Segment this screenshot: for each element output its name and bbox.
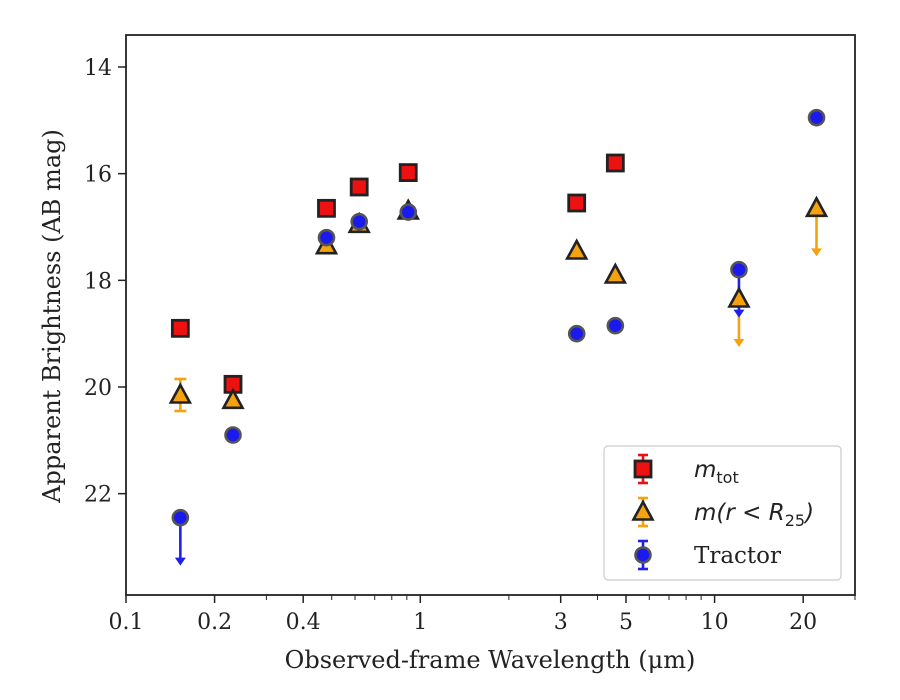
square-data-point [605, 153, 625, 173]
plot-area [168, 108, 829, 566]
legend-marker-triangle [631, 499, 655, 521]
upper-limit-arrowhead [733, 309, 745, 318]
triangle-data-point [727, 286, 751, 308]
y-tick-label: 22 [84, 483, 112, 508]
upper-limit-arrowhead [811, 248, 823, 257]
square-data-point [349, 177, 369, 197]
x-tick-label: 0.2 [197, 610, 232, 635]
x-tick-label: 0.4 [286, 610, 321, 635]
legend-box [603, 445, 842, 581]
square-data-point [170, 318, 190, 338]
y-tick-label: 14 [84, 56, 112, 81]
square-data-point [317, 198, 336, 218]
triangle-data-point [804, 195, 829, 218]
circle-data-point [171, 508, 190, 527]
triangle-data-point [603, 262, 628, 284]
y-axis-label: Apparent Brightness (AB mag) [38, 129, 66, 504]
y-tick-label: 18 [84, 269, 112, 294]
square-data-point [567, 193, 587, 213]
y-tick-label: 16 [84, 163, 112, 188]
circle-data-point [317, 228, 336, 247]
circle-data-point [730, 260, 748, 279]
triangle-data-point [565, 238, 589, 260]
triangle-data-point [221, 387, 245, 410]
circle-data-point [606, 316, 625, 335]
legend-label: Tractor [694, 543, 781, 569]
legend-label: m(r < R25) [694, 500, 814, 530]
x-tick-label: 3 [554, 610, 568, 635]
circle-data-point [224, 426, 242, 444]
upper-limit-arrowhead [733, 339, 745, 347]
square-data-point [398, 163, 418, 183]
circle-data-point [567, 324, 586, 343]
legend-label: mtot [694, 457, 739, 487]
triangle-data-point [168, 382, 193, 404]
x-tick-label: 10 [701, 610, 729, 635]
legend-marker-square [633, 459, 653, 479]
axes: 0.1 0.2 0.4 1 3 5 10 20 14 16 18 20 22 [84, 34, 856, 635]
circle-data-point [399, 203, 418, 221]
x-axis-label: Observed-frame Wavelength (μm) [285, 646, 696, 674]
x-tick-label: 1 [413, 610, 427, 635]
legend: mtot m(r < R25) Tractor [603, 445, 842, 581]
upper-limit-arrowhead [174, 557, 186, 566]
plot-frame [125, 34, 856, 596]
x-tick-label: 0.1 [109, 610, 144, 635]
circle-data-point [350, 212, 368, 231]
x-tick-label: 5 [619, 610, 633, 635]
y-tick-label: 20 [84, 376, 112, 401]
x-tick-label: 20 [789, 610, 817, 635]
circle-data-point [807, 108, 826, 127]
legend-marker-circle [634, 546, 652, 564]
